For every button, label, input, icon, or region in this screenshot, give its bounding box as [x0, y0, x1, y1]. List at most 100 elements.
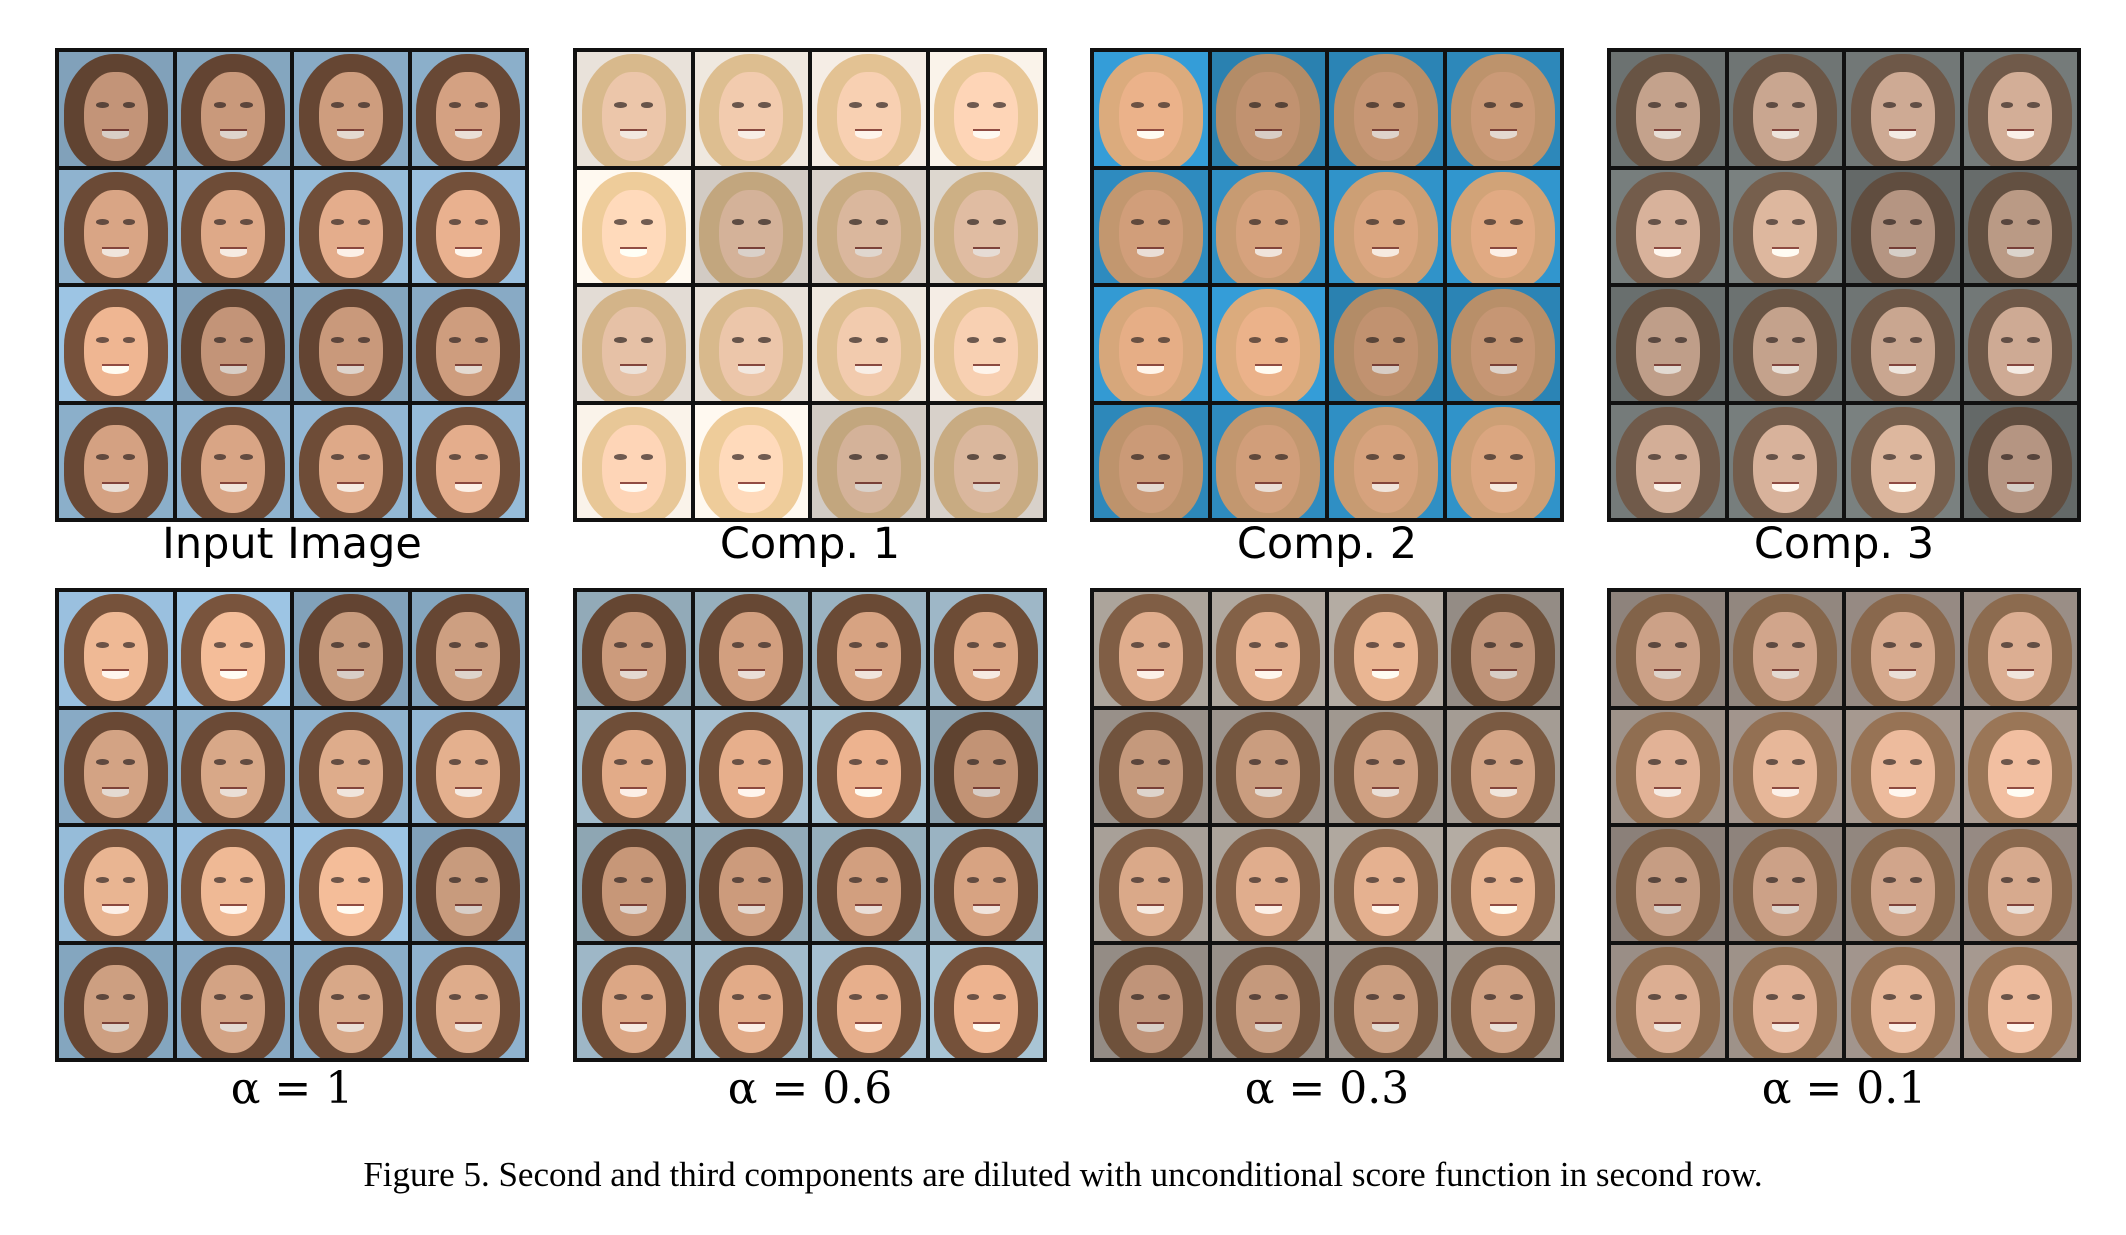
face-thumbnail [1963, 404, 2077, 518]
face-thumbnail [176, 52, 290, 166]
face-thumbnail [694, 592, 808, 706]
face-thumbnail [577, 52, 691, 166]
image-grid-alpha-1 [55, 588, 529, 1062]
face-thumbnail [1211, 592, 1325, 706]
face-thumbnail [1611, 404, 1725, 518]
face-thumbnail [577, 944, 691, 1058]
face-thumbnail [294, 709, 408, 823]
face-thumbnail [411, 52, 525, 166]
face-thumbnail [694, 827, 808, 941]
face-thumbnail [1963, 827, 2077, 941]
face-thumbnail [1094, 944, 1208, 1058]
face-thumbnail [929, 287, 1043, 401]
face-thumbnail [1211, 404, 1325, 518]
face-thumbnail [411, 944, 525, 1058]
face-thumbnail [176, 944, 290, 1058]
label-comp-2: Comp. 2 [1236, 519, 1418, 569]
face-thumbnail [1963, 169, 2077, 283]
face-thumbnail [176, 709, 290, 823]
face-thumbnail [411, 592, 525, 706]
face-thumbnail [1611, 52, 1725, 166]
face-thumbnail [694, 287, 808, 401]
face-thumbnail [59, 709, 173, 823]
face-thumbnail [1329, 827, 1443, 941]
face-thumbnail [1611, 287, 1725, 401]
face-thumbnail [812, 592, 926, 706]
face-thumbnail [812, 827, 926, 941]
face-thumbnail [1446, 404, 1560, 518]
face-thumbnail [577, 287, 691, 401]
face-thumbnail [812, 944, 926, 1058]
face-thumbnail [1846, 287, 1960, 401]
face-thumbnail [1094, 592, 1208, 706]
face-thumbnail [1094, 169, 1208, 283]
face-thumbnail [1446, 287, 1560, 401]
face-thumbnail [1329, 169, 1443, 283]
face-thumbnail [1094, 52, 1208, 166]
face-thumbnail [1728, 709, 1842, 823]
face-thumbnail [1963, 52, 2077, 166]
label-comp-1: Comp. 1 [719, 519, 901, 569]
image-grid-input [55, 48, 529, 522]
face-thumbnail [812, 709, 926, 823]
face-thumbnail [1963, 944, 2077, 1058]
face-thumbnail [59, 52, 173, 166]
face-thumbnail [411, 827, 525, 941]
face-thumbnail [577, 827, 691, 941]
face-thumbnail [1446, 52, 1560, 166]
face-thumbnail [1446, 169, 1560, 283]
label-alpha-0-6: α = 0.6 [727, 1063, 893, 1114]
face-thumbnail [929, 944, 1043, 1058]
figure-caption: Figure 5. Second and third components ar… [363, 1155, 1763, 1194]
face-thumbnail [294, 404, 408, 518]
face-thumbnail [577, 404, 691, 518]
face-thumbnail [1846, 592, 1960, 706]
face-thumbnail [1329, 52, 1443, 166]
face-thumbnail [1329, 404, 1443, 518]
face-thumbnail [1094, 827, 1208, 941]
face-thumbnail [176, 169, 290, 283]
face-thumbnail [1963, 709, 2077, 823]
face-thumbnail [1963, 287, 2077, 401]
face-thumbnail [1728, 827, 1842, 941]
face-thumbnail [1728, 404, 1842, 518]
face-thumbnail [294, 52, 408, 166]
face-thumbnail [929, 52, 1043, 166]
label-input-image: Input Image [162, 519, 422, 569]
face-thumbnail [1611, 827, 1725, 941]
face-thumbnail [577, 709, 691, 823]
face-thumbnail [1611, 944, 1725, 1058]
face-thumbnail [59, 404, 173, 518]
face-thumbnail [176, 287, 290, 401]
face-thumbnail [812, 52, 926, 166]
face-thumbnail [294, 827, 408, 941]
label-alpha-1: α = 1 [230, 1063, 354, 1114]
face-thumbnail [176, 592, 290, 706]
face-thumbnail [1728, 592, 1842, 706]
image-grid-alpha-0-3 [1090, 588, 1564, 1062]
label-alpha-0-3: α = 0.3 [1244, 1063, 1410, 1114]
face-thumbnail [1211, 169, 1325, 283]
face-thumbnail [1611, 709, 1725, 823]
face-thumbnail [929, 709, 1043, 823]
face-thumbnail [59, 592, 173, 706]
face-thumbnail [294, 287, 408, 401]
face-thumbnail [929, 827, 1043, 941]
face-thumbnail [929, 592, 1043, 706]
face-thumbnail [929, 169, 1043, 283]
face-thumbnail [411, 169, 525, 283]
face-thumbnail [694, 944, 808, 1058]
face-thumbnail [1846, 52, 1960, 166]
face-thumbnail [1211, 827, 1325, 941]
face-thumbnail [1211, 709, 1325, 823]
face-thumbnail [694, 169, 808, 283]
face-thumbnail [1094, 709, 1208, 823]
face-thumbnail [577, 169, 691, 283]
face-thumbnail [694, 709, 808, 823]
face-thumbnail [1211, 944, 1325, 1058]
image-grid-comp-2 [1090, 48, 1564, 522]
face-thumbnail [59, 944, 173, 1058]
face-thumbnail [1611, 592, 1725, 706]
face-thumbnail [1094, 404, 1208, 518]
image-grid-comp-3 [1607, 48, 2081, 522]
